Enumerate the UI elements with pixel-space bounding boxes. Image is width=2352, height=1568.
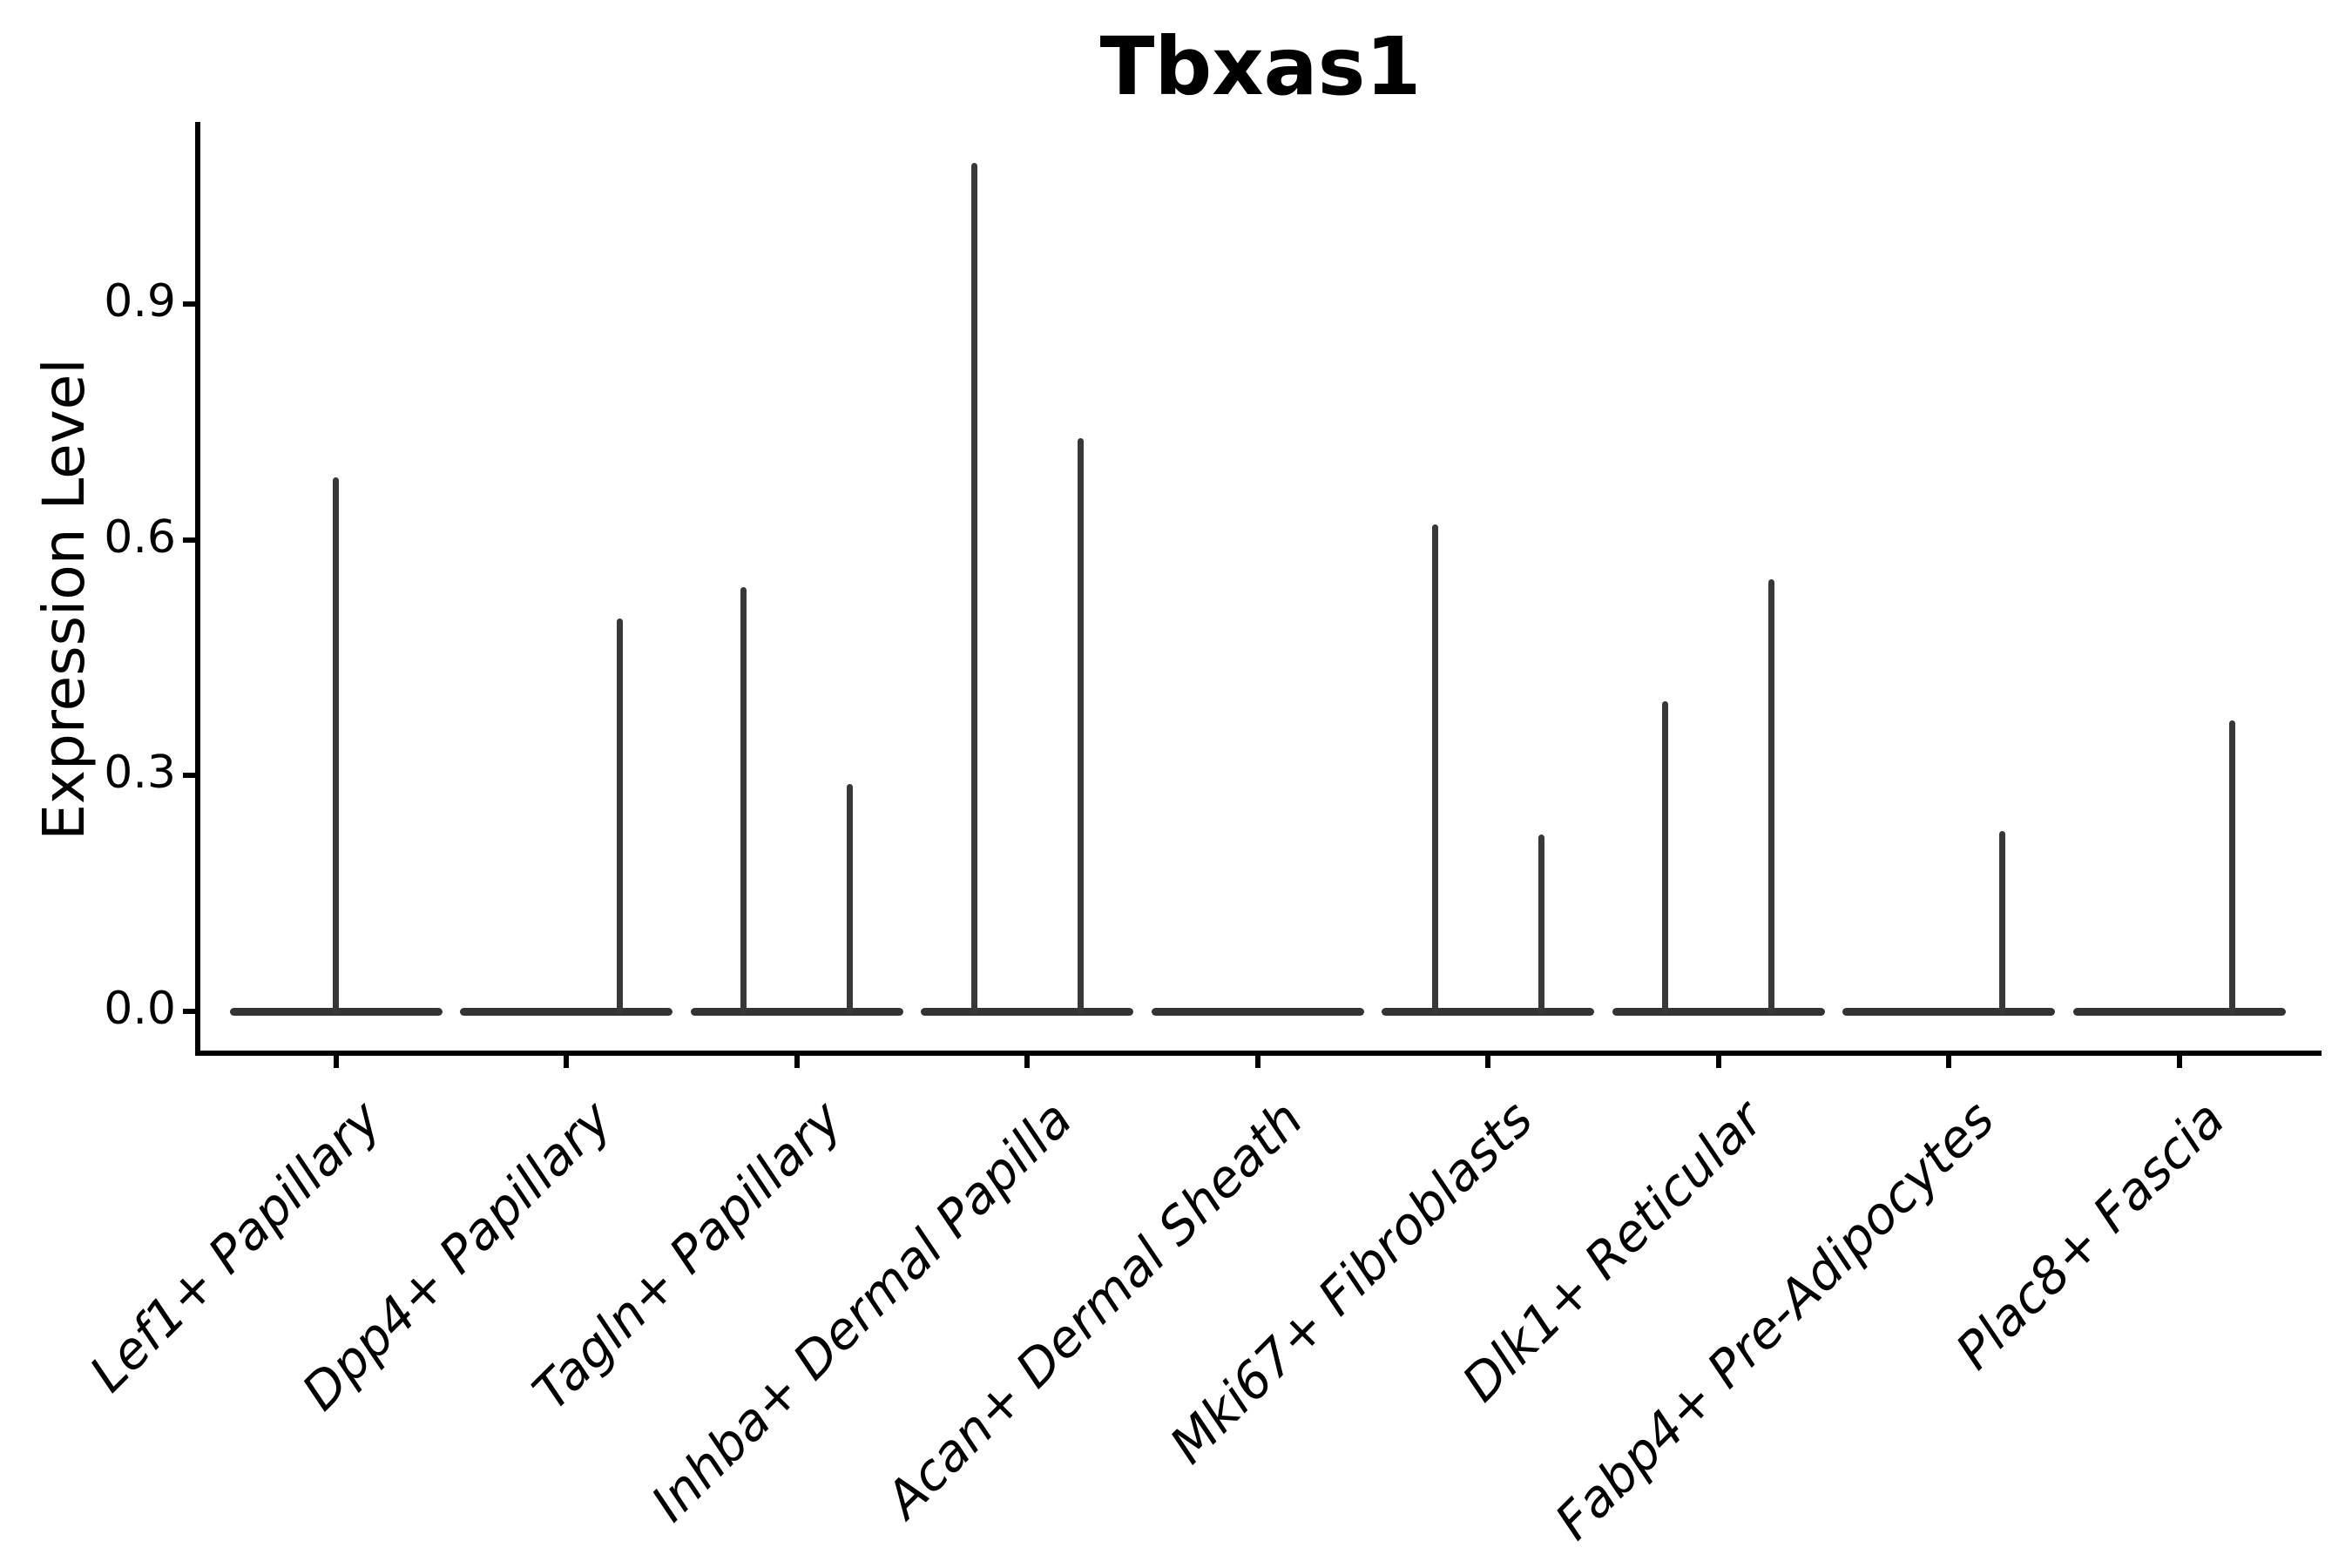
x-category-label: Acan+ Dermal Sheath <box>874 1089 1315 1530</box>
x-tick <box>1946 1053 1952 1068</box>
y-tick <box>183 537 196 543</box>
y-tick-label: 0.3 <box>104 747 176 800</box>
y-axis-line <box>195 122 200 1056</box>
y-tick-label: 0.9 <box>104 275 176 328</box>
violin-spike <box>1431 524 1438 1015</box>
violin-spike <box>1662 700 1669 1015</box>
violin-spike <box>1077 437 1084 1015</box>
x-tick <box>2176 1053 2182 1068</box>
x-tick <box>564 1053 570 1068</box>
violin-baseline <box>460 1008 673 1016</box>
x-tick <box>1024 1053 1031 1068</box>
violin-spike <box>847 783 854 1015</box>
y-tick <box>183 1009 196 1014</box>
y-tick-label: 0.0 <box>104 983 176 1035</box>
x-tick <box>1485 1053 1491 1068</box>
violin-baseline <box>1612 1008 1825 1016</box>
x-tick <box>333 1053 339 1068</box>
violin-baseline <box>690 1008 903 1016</box>
x-tick <box>794 1053 800 1068</box>
violin-baseline <box>1151 1008 1364 1016</box>
violin-spike <box>1768 579 1775 1015</box>
violin-baseline <box>921 1008 1134 1016</box>
violin-spike <box>970 163 977 1015</box>
x-category-label: Fabp4+ Pre-Adipocytes <box>1543 1089 2005 1551</box>
y-tick <box>183 773 196 779</box>
violin-spike <box>1998 830 2005 1015</box>
chart-title: Tbxas1 <box>1099 20 1422 113</box>
y-tick <box>183 301 196 308</box>
violin-spike <box>1538 835 1544 1015</box>
violin-spike <box>2229 720 2236 1015</box>
violin-spike <box>740 587 747 1015</box>
violin-spike <box>333 476 340 1015</box>
x-category-label: Inhba+ Dermal Papilla <box>639 1089 1084 1533</box>
y-tick-label: 0.6 <box>104 510 176 564</box>
violin-baseline <box>1382 1008 1595 1016</box>
violin-spike <box>616 618 623 1015</box>
x-tick <box>1254 1053 1260 1068</box>
violin-baseline <box>1842 1008 2056 1016</box>
violin-baseline <box>2072 1008 2286 1016</box>
x-tick <box>1715 1053 1721 1068</box>
